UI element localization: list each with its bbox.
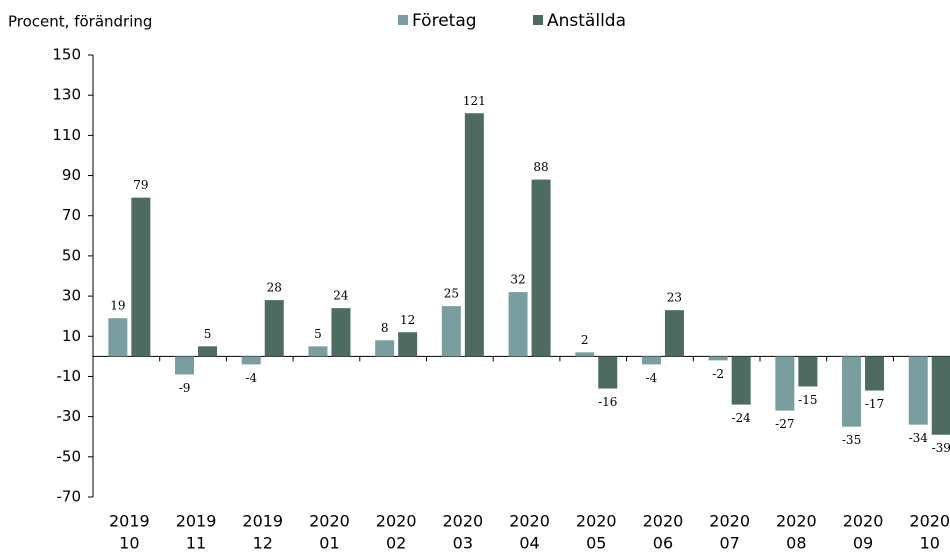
- value-label: 88: [533, 160, 548, 174]
- value-label: -17: [865, 397, 884, 411]
- value-label: -27: [775, 417, 794, 431]
- x-tick-label: 2019: [109, 512, 150, 531]
- value-label: 5: [204, 327, 212, 341]
- x-tick-label: 10: [119, 534, 139, 553]
- x-tick-label: 10: [920, 534, 940, 553]
- value-label: -35: [842, 433, 861, 447]
- value-label: 23: [667, 291, 682, 305]
- x-tick-label: 2019: [176, 512, 217, 531]
- value-label: 32: [510, 273, 525, 287]
- bar: [641, 356, 661, 365]
- value-label: -2: [712, 367, 724, 381]
- x-tick-label: 06: [653, 534, 673, 553]
- x-tick-label: 2020: [376, 512, 417, 531]
- y-tick-label: -50: [57, 447, 82, 465]
- value-label: 24: [333, 289, 349, 303]
- y-tick-label: 30: [62, 287, 81, 305]
- bar: [375, 340, 395, 357]
- x-tick-label: 2019: [242, 512, 283, 531]
- value-label: -34: [909, 431, 929, 445]
- bar: [264, 300, 284, 357]
- bar: [731, 356, 751, 405]
- y-tick-label: 50: [62, 246, 81, 264]
- value-label: 28: [267, 281, 282, 295]
- x-tick-label: 02: [386, 534, 406, 553]
- y-tick-label: 70: [62, 206, 81, 224]
- y-tick-label: -70: [57, 488, 82, 506]
- bar: [398, 332, 418, 357]
- bar: [664, 310, 684, 357]
- x-tick-label: 2020: [843, 512, 884, 531]
- x-tick-label: 01: [319, 534, 339, 553]
- value-label: 25: [444, 287, 459, 301]
- x-tick-label: 03: [453, 534, 473, 553]
- bar: [598, 356, 618, 389]
- bar: [198, 346, 218, 357]
- x-tick-label: 2020: [909, 512, 950, 531]
- bar: [708, 356, 728, 361]
- bar: [575, 352, 595, 357]
- y-axis-label: Procent, förändring: [8, 13, 152, 31]
- legend-label: Anställda: [547, 11, 626, 31]
- bar: [441, 306, 461, 357]
- x-tick-label: 05: [586, 534, 606, 553]
- y-tick-label: 150: [52, 46, 81, 64]
- y-tick-label: 10: [62, 327, 81, 345]
- y-tick-label: 130: [52, 86, 81, 104]
- x-tick-label: 07: [719, 534, 739, 553]
- bar: [108, 318, 128, 357]
- bar: [331, 308, 351, 357]
- y-tick-label: 110: [52, 126, 81, 144]
- x-tick-label: 09: [853, 534, 873, 553]
- x-tick-label: 08: [786, 534, 806, 553]
- bar: [775, 356, 795, 411]
- value-label: -4: [245, 371, 257, 385]
- bar: [175, 356, 195, 375]
- legend-swatch: [398, 15, 408, 25]
- x-tick-label: 2020: [309, 512, 350, 531]
- x-tick-label: 2020: [576, 512, 617, 531]
- legend-label: Företag: [412, 11, 477, 31]
- x-tick-label: 2020: [442, 512, 483, 531]
- x-tick-label: 12: [253, 534, 273, 553]
- value-label: -15: [798, 393, 817, 407]
- legend-swatch: [533, 15, 543, 25]
- value-label: -16: [598, 395, 617, 409]
- value-label: 121: [463, 94, 486, 108]
- bar: [842, 356, 862, 427]
- value-label: 19: [110, 299, 125, 313]
- bar: [908, 356, 928, 425]
- x-tick-label: 2020: [509, 512, 550, 531]
- value-label: 12: [400, 313, 415, 327]
- x-tick-label: 04: [519, 534, 539, 553]
- y-tick-label: -10: [57, 367, 82, 385]
- y-tick-label: 90: [62, 166, 81, 184]
- value-label: -4: [646, 371, 658, 385]
- bar: [531, 179, 551, 357]
- value-label: -9: [179, 381, 191, 395]
- value-label: 79: [133, 178, 148, 192]
- y-tick-label: -30: [57, 407, 82, 425]
- bar: [931, 356, 950, 435]
- bar: [241, 356, 261, 365]
- value-label: 5: [314, 327, 322, 341]
- bar: [865, 356, 885, 391]
- x-tick-label: 11: [186, 534, 206, 553]
- value-label: 2: [581, 333, 589, 347]
- value-label: 8: [381, 321, 389, 335]
- bar: [131, 197, 151, 357]
- x-tick-label: 2020: [776, 512, 817, 531]
- bar: [464, 113, 484, 357]
- value-label: -24: [731, 411, 751, 425]
- bar: [798, 356, 818, 387]
- bar: [308, 346, 328, 357]
- bar: [508, 292, 528, 357]
- value-label: -39: [932, 441, 950, 455]
- x-tick-label: 2020: [643, 512, 684, 531]
- x-tick-label: 2020: [709, 512, 750, 531]
